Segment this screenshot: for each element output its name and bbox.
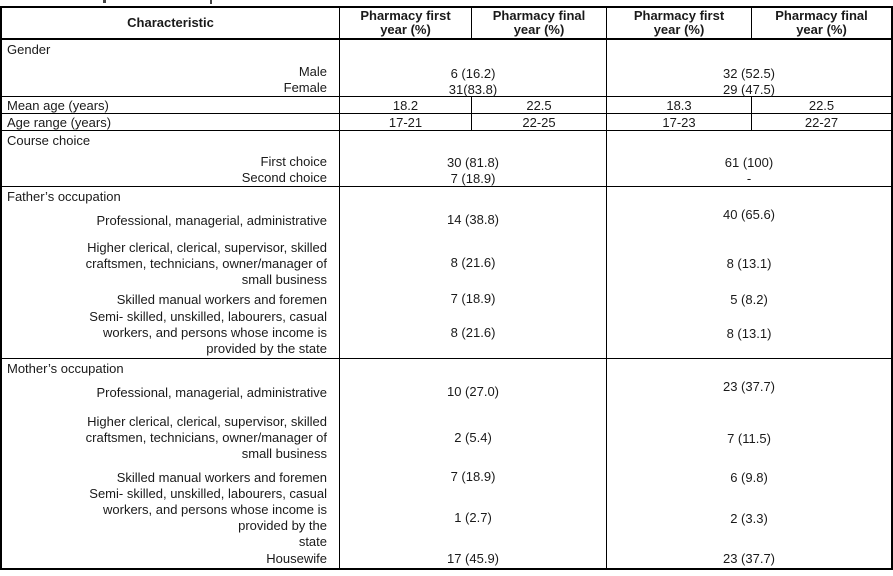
row-label-skilled-manual: Skilled manual workers and foremen <box>116 469 327 485</box>
header-pharmacy-first-year-a: Pharmacy first year (%) <box>339 8 471 38</box>
value-female-group2: 29 (47.5) <box>722 82 776 97</box>
value-skilled-manual-group1: 7 (18.9) <box>450 291 496 307</box>
value-higher-clerical-group1: 8 (21.6) <box>450 254 496 270</box>
caption-descender-mark <box>103 0 106 3</box>
row-label-age-range: Age range (years) <box>7 114 112 130</box>
characteristics-table: Characteristic Pharmacy first year (%) P… <box>0 6 893 570</box>
value-semi-skilled-group2: 8 (13.1) <box>726 325 772 341</box>
row-label-housewife: Housewife <box>266 551 327 567</box>
value-skilled-manual-group2: 6 (9.8) <box>730 470 768 486</box>
value-female-group1: 31(83.8) <box>448 82 498 97</box>
row-age-range: Age range (years) 17-21 22-25 17-23 22-2… <box>2 113 891 130</box>
value-higher-clerical-group1: 2 (5.4) <box>454 429 492 445</box>
row-label-mean-age: Mean age (years) <box>7 97 109 113</box>
value-second-choice-group1: 7 (18.9) <box>450 171 496 186</box>
value-first-choice-group2: 61 (100) <box>724 155 774 170</box>
value-professional-group2: 23 (37.7) <box>722 379 776 394</box>
row-label-higher-clerical: Higher clerical, clerical, supervisor, s… <box>85 414 327 462</box>
row-label-higher-clerical: Higher clerical, clerical, supervisor, s… <box>85 239 327 287</box>
row-label-semi-skilled: Semi- skilled, unskilled, labourers, cas… <box>89 486 327 550</box>
value-first-choice-group1: 30 (81.8) <box>446 155 500 170</box>
row-label-professional: Professional, managerial, administrative <box>96 385 328 401</box>
value-higher-clerical-group2: 7 (11.5) <box>727 431 771 447</box>
value-semi-skilled-group2: 2 (3.3) <box>730 510 768 526</box>
value-male-group2: 32 (52.5) <box>722 66 776 81</box>
value-skilled-manual-group1: 7 (18.9) <box>450 469 496 485</box>
row-label-professional: Professional, managerial, administrative <box>96 213 328 229</box>
caption-descender-mark <box>210 0 212 4</box>
row-label-female: Female <box>283 80 327 95</box>
value-higher-clerical-group2: 8 (13.1) <box>726 255 772 271</box>
value-male-group1: 6 (16.2) <box>450 66 496 81</box>
header-pharmacy-first-year-b: Pharmacy first year (%) <box>606 8 751 38</box>
section-fathers-occupation: Father’s occupation Professional, manage… <box>2 186 891 358</box>
value-semi-skilled-group1: 1 (2.7) <box>454 510 492 526</box>
value-housewife-group1: 17 (45.9) <box>446 551 500 567</box>
value-mean-age-2: 22.5 <box>471 97 606 113</box>
value-second-choice-group2: - <box>746 171 752 186</box>
header-pharmacy-final-year-a: Pharmacy final year (%) <box>471 8 606 38</box>
header-characteristic: Characteristic <box>127 15 214 30</box>
value-mean-age-4: 22.5 <box>751 97 891 113</box>
value-age-range-2: 22-25 <box>471 114 606 130</box>
value-mean-age-3: 18.3 <box>606 97 751 113</box>
row-label-skilled-manual: Skilled manual workers and foremen <box>116 292 327 308</box>
clipped-caption-remnant <box>0 0 893 6</box>
section-course-choice: Course choice First choice Second choice… <box>2 130 891 186</box>
row-mean-age: Mean age (years) 18.2 22.5 18.3 22.5 <box>2 96 891 113</box>
section-title: Course choice <box>7 133 91 148</box>
value-housewife-group2: 23 (37.7) <box>722 551 776 567</box>
value-semi-skilled-group1: 8 (21.6) <box>450 325 496 341</box>
value-professional-group1: 14 (38.8) <box>446 211 500 227</box>
section-title: Gender <box>7 42 51 57</box>
section-title: Father’s occupation <box>7 189 121 204</box>
section-gender: Gender Male Female 6 (16.2) 31(83.8) 32 … <box>2 38 891 97</box>
value-mean-age-1: 18.2 <box>339 97 471 113</box>
value-age-range-3: 17-23 <box>606 114 751 130</box>
value-skilled-manual-group2: 5 (8.2) <box>730 292 768 308</box>
value-age-range-4: 22-27 <box>751 114 891 130</box>
row-label-semi-skilled: Semi- skilled, unskilled, labourers, cas… <box>89 309 327 357</box>
row-label-first-choice: First choice <box>260 154 327 169</box>
section-mothers-occupation: Mother’s occupation Professional, manage… <box>2 358 891 568</box>
value-professional-group1: 10 (27.0) <box>446 383 500 399</box>
value-professional-group2: 40 (65.6) <box>722 207 776 222</box>
row-label-male: Male <box>298 64 327 79</box>
value-age-range-1: 17-21 <box>339 114 471 130</box>
table-header-row: Characteristic Pharmacy first year (%) P… <box>2 8 891 38</box>
row-label-second-choice: Second choice <box>241 170 327 185</box>
section-title: Mother’s occupation <box>7 361 124 376</box>
header-pharmacy-final-year-b: Pharmacy final year (%) <box>751 8 891 38</box>
